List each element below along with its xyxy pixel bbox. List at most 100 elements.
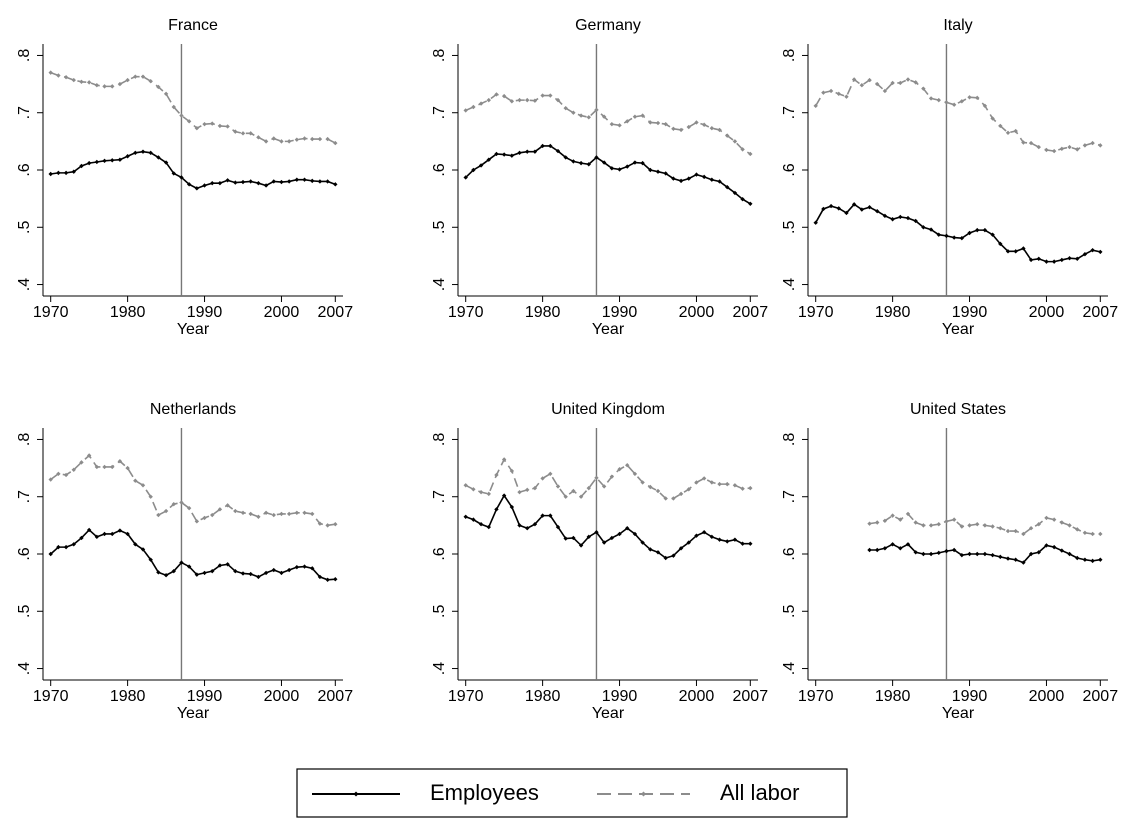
data-point (694, 120, 699, 125)
data-point (921, 86, 926, 91)
data-point (1044, 259, 1049, 264)
data-point (555, 484, 561, 489)
data-point (990, 552, 995, 558)
x-tick-label: 1990 (187, 304, 223, 321)
data-point (202, 570, 207, 576)
y-tick-label: .8 (16, 433, 33, 446)
data-point (256, 135, 261, 140)
data-point (601, 540, 607, 545)
data-point (540, 93, 545, 98)
data-point (217, 507, 223, 512)
y-tick-label: .8 (781, 49, 798, 62)
data-point (156, 155, 161, 160)
data-point (509, 99, 515, 104)
data-point (875, 81, 880, 87)
data-point (256, 180, 261, 186)
data-point (701, 476, 707, 481)
data-point (1067, 551, 1072, 557)
data-point (594, 107, 599, 113)
x-axis-label: Year (177, 705, 210, 722)
data-point (501, 457, 507, 462)
data-point (898, 546, 903, 551)
data-point (171, 104, 176, 110)
series-line (50, 528, 336, 581)
data-point (655, 488, 661, 494)
data-point (921, 225, 926, 230)
data-point (133, 150, 138, 156)
data-point (540, 476, 545, 481)
data-point (748, 541, 753, 546)
data-point (140, 547, 146, 552)
panel-title: France (168, 17, 218, 34)
data-point (944, 233, 949, 239)
data-point (179, 500, 184, 505)
data-point (548, 513, 553, 518)
data-point (94, 464, 100, 470)
data-point (548, 471, 553, 477)
data-point (210, 121, 215, 126)
data-point (890, 542, 895, 547)
y-tick-label: .4 (781, 278, 798, 291)
data-point (540, 143, 545, 149)
x-tick-label: 1990 (602, 304, 638, 321)
data-point (967, 551, 972, 557)
data-point (717, 537, 722, 542)
data-point (748, 201, 753, 206)
data-point (517, 97, 522, 103)
data-point (486, 157, 491, 162)
data-point (48, 477, 53, 482)
y-tick-label: .7 (431, 490, 448, 503)
data-point (133, 74, 138, 79)
data-point (686, 124, 691, 130)
data-point (517, 489, 522, 495)
y-tick-label: .8 (781, 433, 798, 446)
data-point (156, 512, 161, 518)
data-point (844, 210, 849, 216)
data-point (509, 504, 515, 510)
data-point (648, 120, 653, 125)
data-point (586, 485, 591, 491)
data-point (898, 517, 903, 522)
data-point (640, 480, 645, 485)
data-point (936, 522, 941, 527)
data-point (478, 489, 484, 495)
y-tick-label: .6 (431, 547, 448, 560)
data-point (1098, 249, 1103, 255)
series-line (50, 71, 336, 144)
data-point (982, 227, 988, 233)
data-point (532, 149, 538, 154)
x-axis-label: Year (592, 705, 625, 722)
y-tick-label: .4 (781, 662, 798, 675)
data-point (859, 83, 865, 88)
data-point (694, 172, 699, 177)
data-point (921, 551, 926, 557)
data-point (709, 534, 715, 540)
data-point (563, 105, 568, 111)
x-tick-label: 2000 (264, 304, 300, 321)
data-point (586, 162, 591, 167)
data-point (867, 77, 872, 83)
data-point (959, 524, 965, 529)
data-point (325, 136, 330, 142)
x-tick-label: 2007 (318, 304, 354, 321)
data-point (913, 550, 918, 555)
x-tick-label: 1990 (952, 688, 988, 705)
data-point (525, 526, 530, 531)
data-point (959, 99, 965, 104)
data-point (740, 147, 745, 152)
data-point (571, 488, 576, 494)
data-point (1075, 555, 1080, 561)
data-point (248, 571, 253, 577)
data-point (79, 460, 84, 465)
data-point (655, 550, 661, 555)
data-point (1044, 515, 1049, 521)
y-tick-label: .5 (16, 604, 33, 617)
y-tick-label: .7 (781, 106, 798, 119)
data-point (210, 568, 215, 574)
data-point (263, 139, 269, 144)
data-point (240, 571, 246, 576)
data-point (990, 524, 995, 529)
data-point (1028, 257, 1034, 263)
legend-marker (353, 791, 359, 797)
data-point (271, 567, 276, 573)
